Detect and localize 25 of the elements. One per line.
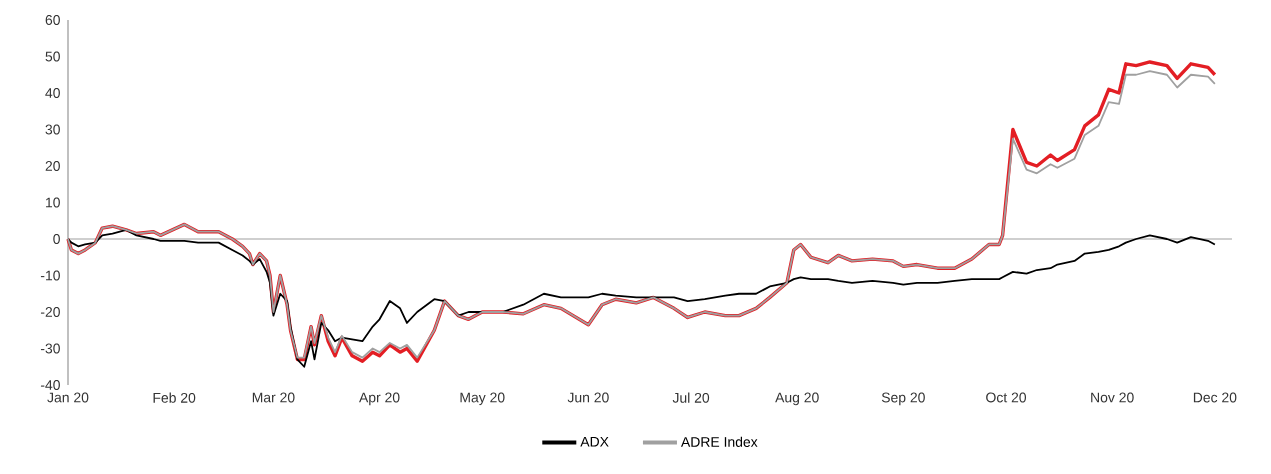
y-tick-label: -20 (40, 307, 60, 317)
x-tick-label: Dec 20 (1193, 392, 1237, 403)
y-tick-label: 20 (45, 161, 60, 171)
x-tick-label: Sep 20 (881, 392, 925, 406)
x-tick-label: Apr 20 (359, 392, 400, 406)
legend-label: ADRE Index (680, 436, 758, 447)
y-tick-label: 50 (45, 51, 60, 62)
x-tick-label: Aug 20 (775, 392, 819, 406)
x-tick-label: Jul 20 (672, 392, 710, 403)
y-tick-label: 0 (53, 234, 60, 244)
y-tick-label: -40 (40, 380, 60, 390)
legend-label: ADX (580, 436, 609, 447)
x-tick-label: Mar 20 (252, 392, 295, 403)
y-tick-label: 10 (46, 197, 60, 208)
y-tick-label: -30 (40, 343, 60, 354)
y-tick-label: 60 (45, 15, 60, 25)
y-tick-label: 30 (45, 124, 60, 135)
x-tick-label: Feb 20 (153, 392, 196, 403)
x-tick-label: May 20 (460, 392, 505, 406)
x-tick-label: Jun 20 (567, 392, 609, 403)
x-tick-label: Oct 20 (986, 392, 1027, 403)
x-tick-label: Nov 20 (1091, 392, 1134, 403)
y-tick-label: -10 (40, 270, 60, 281)
x-tick-label: Jan 20 (47, 392, 89, 403)
y-tick-label: 40 (45, 88, 60, 98)
